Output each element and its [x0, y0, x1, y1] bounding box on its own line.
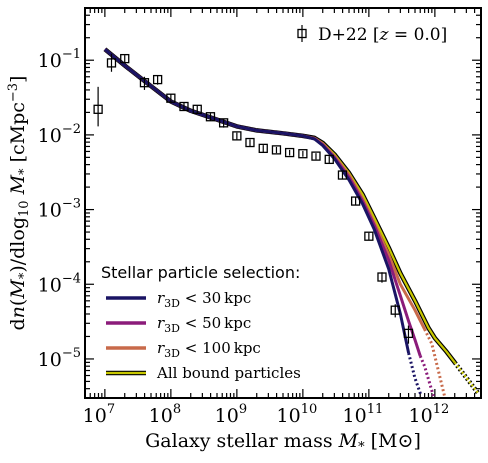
- legend-label: r3D < 30 kpc: [157, 289, 251, 310]
- observations-legend: D+22 [z = 0.0]: [297, 25, 447, 45]
- y-axis-label: dn(M*)/dlog10 M* [cMpc−3]: [6, 76, 32, 331]
- series-dotted-2: [423, 328, 446, 397]
- obs-point: [192, 104, 202, 114]
- legend-label: All bound particles: [156, 364, 301, 382]
- observations-legend-label: D+22 [z = 0.0]: [318, 25, 447, 45]
- y-tick-label: 10−3: [38, 197, 81, 222]
- obs-point: [337, 170, 348, 180]
- series-legend: Stellar particle selection: r3D < 30 kpc…: [101, 263, 301, 382]
- series-dotted-all-bound: [453, 361, 479, 394]
- obs-point: [377, 272, 387, 282]
- obs-point: [324, 154, 334, 165]
- series-dotted-1: [418, 355, 435, 397]
- x-tick-label: 1012: [409, 402, 450, 427]
- x-tick-label: 108: [149, 402, 181, 427]
- obs-point: [120, 53, 130, 64]
- obs-point: [364, 231, 374, 241]
- series-line-2: [103, 48, 426, 330]
- obs-point: [205, 112, 216, 122]
- obs-point: [166, 93, 176, 103]
- x-tick-label: 1010: [277, 402, 318, 427]
- x-axis-label: Galaxy stellar mass M* [M⊙]: [145, 430, 421, 455]
- obs-point: [106, 58, 117, 68]
- obs-point: [311, 151, 321, 161]
- series-dotted-0: [407, 352, 423, 397]
- obs-point: [284, 147, 295, 158]
- obs-point: [298, 149, 308, 159]
- y-tick-label: 10−4: [38, 271, 81, 296]
- y-tick-label: 10−2: [38, 122, 81, 147]
- plot-frame: [84, 7, 482, 399]
- series-line-1: [103, 48, 422, 357]
- obs-point: [271, 145, 282, 155]
- x-tick-label: 107: [83, 402, 115, 427]
- y-tick-label: 10−1: [38, 47, 81, 72]
- y-tick-label: 10−5: [38, 346, 81, 371]
- obs-point: [93, 104, 103, 114]
- obs-point: [390, 305, 400, 315]
- tick-labels: 107 108 109 1010 1011 1012 10−5 10−4 10−3 10−2 10−…: [38, 47, 450, 427]
- obs-point: [258, 143, 268, 154]
- legend-label: r3D < 50 kpc: [157, 314, 251, 335]
- observations-layer: [93, 53, 414, 344]
- x-tick-label: 109: [215, 402, 247, 427]
- obs-point: [152, 74, 163, 85]
- legend-label: r3D < 100 kpc: [157, 339, 261, 360]
- x-tick-label: 1011: [343, 402, 384, 427]
- obs-point: [245, 137, 255, 148]
- axis-ticks: [84, 7, 482, 399]
- obs-point: [403, 328, 414, 339]
- obs-point: [139, 78, 150, 88]
- obs-point: [232, 131, 242, 141]
- obs-point: [218, 118, 229, 128]
- obs-point: [179, 101, 189, 112]
- obs-point: [350, 196, 361, 206]
- legend-title: Stellar particle selection:: [101, 263, 300, 282]
